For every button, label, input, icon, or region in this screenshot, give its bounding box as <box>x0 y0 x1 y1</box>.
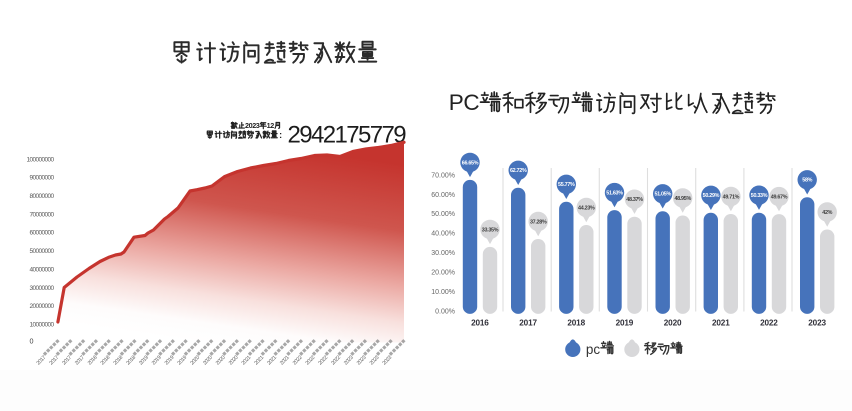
svg-text:60.00%: 60.00% <box>431 192 455 199</box>
svg-text:2021: 2021 <box>279 355 291 367</box>
svg-text:2023: 2023 <box>245 121 260 130</box>
svg-text:0: 0 <box>30 337 34 346</box>
svg-text:2023: 2023 <box>369 355 381 367</box>
svg-text:2020: 2020 <box>189 355 201 367</box>
svg-text:50.29%: 50.29% <box>703 193 720 199</box>
svg-text:2021: 2021 <box>241 355 253 367</box>
svg-text:70000000: 70000000 <box>30 211 55 218</box>
svg-text:42%: 42% <box>822 210 832 216</box>
svg-text:2023: 2023 <box>382 355 394 367</box>
svg-text:2023: 2023 <box>343 355 355 367</box>
svg-text:20000000: 20000000 <box>30 303 55 310</box>
svg-text:60000000: 60000000 <box>30 230 55 237</box>
svg-text:2020: 2020 <box>664 319 682 328</box>
svg-text:2019: 2019 <box>151 355 163 367</box>
svg-text:62.72%: 62.72% <box>510 168 527 174</box>
svg-text:2020: 2020 <box>228 355 240 367</box>
svg-text:2019: 2019 <box>177 355 189 367</box>
svg-text:66.65%: 66.65% <box>462 160 479 166</box>
svg-text:40000000: 40000000 <box>30 266 55 273</box>
svg-text:30.00%: 30.00% <box>431 250 455 257</box>
svg-text:2017: 2017 <box>36 355 48 367</box>
svg-text:2019: 2019 <box>138 355 150 367</box>
svg-text:100000000: 100000000 <box>27 156 55 163</box>
svg-text:2022: 2022 <box>330 355 342 367</box>
svg-text:50.33%: 50.33% <box>751 193 768 199</box>
svg-text:2018: 2018 <box>113 355 125 367</box>
svg-text:90000000: 90000000 <box>30 175 55 182</box>
svg-text:2016: 2016 <box>471 319 489 328</box>
svg-text:12: 12 <box>267 121 275 130</box>
svg-text:48.95%: 48.95% <box>674 196 691 202</box>
svg-text:50000000: 50000000 <box>30 248 55 255</box>
svg-text:2022: 2022 <box>292 355 304 367</box>
svg-text:2018: 2018 <box>87 355 99 367</box>
svg-text:2021: 2021 <box>253 355 265 367</box>
svg-text:48.37%: 48.37% <box>626 197 643 203</box>
svg-text:2023: 2023 <box>808 319 826 328</box>
svg-text:70.00%: 70.00% <box>431 172 455 179</box>
svg-text:33.35%: 33.35% <box>482 227 499 233</box>
svg-text:2021: 2021 <box>712 319 730 328</box>
svg-text:58%: 58% <box>802 178 812 184</box>
svg-text:2023: 2023 <box>356 355 368 367</box>
svg-text:2020: 2020 <box>215 355 227 367</box>
svg-text:2017: 2017 <box>61 355 73 367</box>
svg-text:2021: 2021 <box>266 355 278 367</box>
svg-text:50.00%: 50.00% <box>431 211 455 218</box>
svg-text:2022: 2022 <box>760 319 778 328</box>
svg-text:49.71%: 49.71% <box>723 194 740 200</box>
svg-text:44.23%: 44.23% <box>578 205 595 211</box>
svg-text:pc: pc <box>586 342 601 357</box>
svg-text:2022: 2022 <box>305 355 317 367</box>
svg-text:30000000: 30000000 <box>30 285 55 292</box>
svg-text:55.77%: 55.77% <box>558 182 575 188</box>
svg-text:2019: 2019 <box>164 355 176 367</box>
svg-text:51.63%: 51.63% <box>606 191 623 197</box>
svg-text:2017: 2017 <box>519 319 537 328</box>
svg-text:2020: 2020 <box>202 355 214 367</box>
svg-text:51.05%: 51.05% <box>654 192 671 198</box>
svg-text:2019: 2019 <box>616 319 634 328</box>
svg-text:2018: 2018 <box>567 319 585 328</box>
svg-text:49.67%: 49.67% <box>771 195 788 201</box>
svg-text::: : <box>279 130 282 140</box>
svg-text:2018: 2018 <box>100 355 112 367</box>
svg-text:2022: 2022 <box>317 355 329 367</box>
svg-text:2017: 2017 <box>74 355 86 367</box>
svg-text:40.00%: 40.00% <box>431 231 455 238</box>
svg-text:20.00%: 20.00% <box>431 270 455 277</box>
svg-text:0.00%: 0.00% <box>435 308 455 315</box>
svg-text:2018: 2018 <box>125 355 137 367</box>
svg-text:10.00%: 10.00% <box>431 289 455 296</box>
svg-text:37.28%: 37.28% <box>530 219 547 225</box>
svg-text:2942175779: 2942175779 <box>288 121 407 148</box>
svg-text:80000000: 80000000 <box>30 193 55 200</box>
svg-text:PC: PC <box>449 90 480 115</box>
svg-text:10000000: 10000000 <box>30 321 55 328</box>
svg-text:2017: 2017 <box>48 355 60 367</box>
